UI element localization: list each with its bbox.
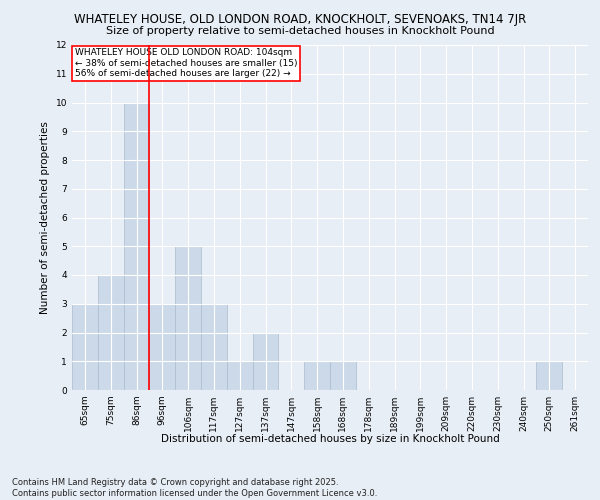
X-axis label: Distribution of semi-detached houses by size in Knockholt Pound: Distribution of semi-detached houses by … — [161, 434, 499, 444]
Y-axis label: Number of semi-detached properties: Number of semi-detached properties — [40, 121, 50, 314]
Bar — [201, 304, 227, 390]
Bar — [124, 102, 149, 390]
Text: Contains HM Land Registry data © Crown copyright and database right 2025.
Contai: Contains HM Land Registry data © Crown c… — [12, 478, 377, 498]
Bar — [98, 275, 124, 390]
Bar — [304, 361, 330, 390]
Bar — [227, 361, 253, 390]
Bar — [72, 304, 98, 390]
Text: Size of property relative to semi-detached houses in Knockholt Pound: Size of property relative to semi-detach… — [106, 26, 494, 36]
Text: WHATELEY HOUSE OLD LONDON ROAD: 104sqm
← 38% of semi-detached houses are smaller: WHATELEY HOUSE OLD LONDON ROAD: 104sqm ←… — [74, 48, 297, 78]
Bar — [536, 361, 562, 390]
Bar — [149, 304, 175, 390]
Bar — [253, 332, 278, 390]
Bar — [330, 361, 356, 390]
Bar — [175, 246, 201, 390]
Text: WHATELEY HOUSE, OLD LONDON ROAD, KNOCKHOLT, SEVENOAKS, TN14 7JR: WHATELEY HOUSE, OLD LONDON ROAD, KNOCKHO… — [74, 12, 526, 26]
